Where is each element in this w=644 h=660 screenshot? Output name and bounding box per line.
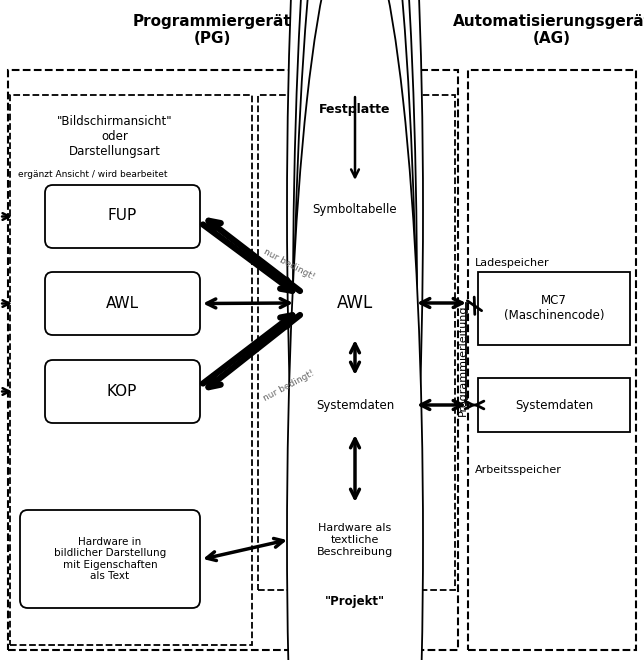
Text: ergänzt Ansicht / wird bearbeitet: ergänzt Ansicht / wird bearbeitet (18, 170, 167, 179)
Text: AWL: AWL (106, 296, 138, 310)
Text: KOP: KOP (107, 383, 137, 399)
Text: Arbeitsspeicher: Arbeitsspeicher (475, 465, 562, 475)
Ellipse shape (293, 0, 417, 660)
FancyBboxPatch shape (45, 185, 200, 248)
Bar (468, 70, 636, 650)
Text: Symboltabelle: Symboltabelle (313, 203, 397, 216)
Bar (258, 95, 455, 590)
Text: Systemdaten: Systemdaten (515, 399, 593, 411)
Ellipse shape (287, 0, 423, 660)
Text: Ladespeicher: Ladespeicher (475, 258, 549, 268)
FancyBboxPatch shape (45, 272, 200, 335)
Bar (478, 272, 630, 345)
Text: "Bildschirmansicht"
oder
Darstellungsart: "Bildschirmansicht" oder Darstellungsart (57, 115, 173, 158)
Text: Festplatte: Festplatte (319, 103, 391, 116)
Text: nur bedingt!: nur bedingt! (262, 368, 316, 403)
Ellipse shape (293, 0, 417, 660)
Text: AWL: AWL (337, 294, 373, 312)
FancyBboxPatch shape (20, 510, 200, 608)
Text: Programmiergerät
(PG): Programmiergerät (PG) (133, 14, 291, 46)
Text: Hardware in
bildlicher Darstellung
mit Eigenschaften
als Text: Hardware in bildlicher Darstellung mit E… (54, 537, 166, 581)
Text: Programmierleitung: Programmierleitung (458, 304, 468, 416)
Text: "Projekt": "Projekt" (325, 595, 385, 608)
Text: FUP: FUP (108, 209, 137, 224)
Text: nur bedingt!: nur bedingt! (262, 247, 316, 282)
FancyBboxPatch shape (45, 360, 200, 423)
Text: Systemdaten: Systemdaten (316, 399, 394, 411)
Ellipse shape (287, 0, 423, 660)
Text: Automatisierungsgerät
(AG): Automatisierungsgerät (AG) (453, 14, 644, 46)
Bar (10, 95, 252, 645)
Text: MC7
(Maschinencode): MC7 (Maschinencode) (504, 294, 604, 323)
Text: Hardware als
textliche
Beschreibung: Hardware als textliche Beschreibung (317, 523, 393, 556)
Bar (8, 70, 458, 650)
Bar (478, 378, 630, 432)
